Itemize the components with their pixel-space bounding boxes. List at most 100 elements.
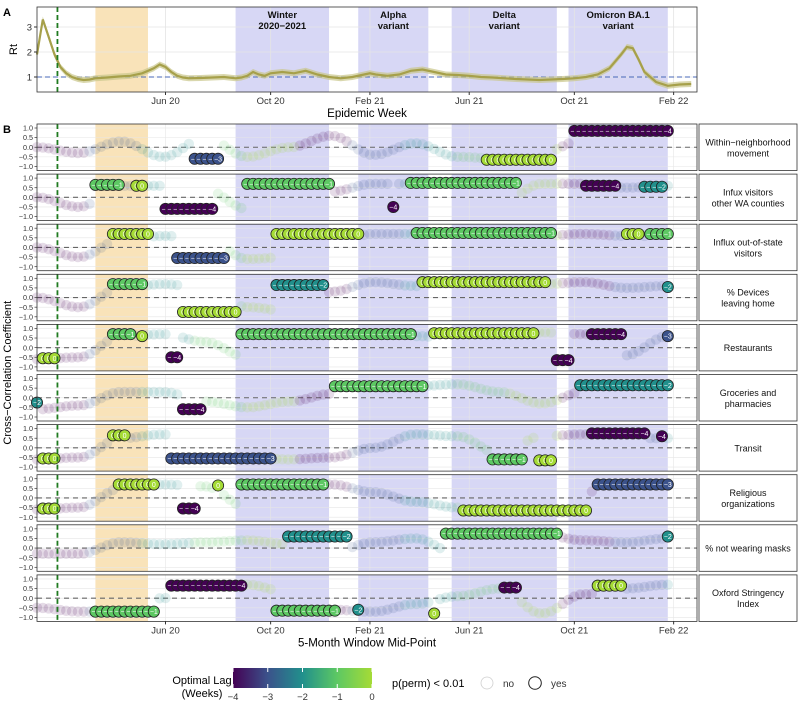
- lag-label: −1: [319, 482, 327, 489]
- lag-label: −1: [115, 182, 123, 189]
- nonsignificant-point: [446, 591, 457, 602]
- nonsignificant-point: [154, 151, 165, 162]
- nonsignificant-point: [306, 392, 317, 403]
- nonsignificant-point: [574, 535, 586, 546]
- nonsignificant-point: [399, 139, 411, 151]
- nonsignificant-point: [364, 277, 376, 288]
- nonsignificant-point: [592, 229, 603, 240]
- lag-legend-title: Optimal Lag (Weeks): [172, 675, 231, 700]
- metric-ytick-label: 1.0: [23, 124, 33, 133]
- colorbar-tick-label: −3: [262, 692, 273, 703]
- nonsignificant-point: [207, 396, 218, 408]
- lag-label: −4: [208, 207, 216, 214]
- nonsignificant-point: [101, 139, 113, 150]
- nonsignificant-point: [96, 141, 107, 152]
- nonsignificant-point: [253, 253, 265, 264]
- nonsignificant-point: [66, 147, 78, 158]
- nonsignificant-point: [516, 187, 527, 198]
- nonsignificant-point: [84, 146, 95, 157]
- nonsignificant-point: [224, 346, 235, 357]
- period-label-alpha-line: Alpha: [380, 10, 407, 21]
- period-label-omicron-line: Omicron BA.1: [586, 10, 650, 21]
- nonsignificant-point: [382, 178, 393, 190]
- nonsignificant-point: [136, 386, 148, 398]
- nonsignificant-point: [242, 151, 253, 163]
- nonsignificant-point: [37, 192, 49, 204]
- nonsignificant-point: [72, 606, 84, 617]
- nonsignificant-point: [347, 182, 358, 193]
- lag-label: 0: [584, 508, 588, 515]
- nonsignificant-point: [388, 144, 399, 155]
- nonsignificant-point: [557, 141, 568, 152]
- metric-name-line: Oxford Stringency: [712, 588, 785, 598]
- nonsignificant-point: [84, 398, 95, 409]
- nonsignificant-point: [393, 279, 405, 290]
- metric-name: Religious organizations: [721, 488, 775, 509]
- panel-b-ylabel: Cross−Correlation Coefficient: [2, 301, 14, 445]
- nonsignificant-point: [224, 494, 235, 505]
- nonsignificant-point: [557, 178, 568, 190]
- metric-name-line: leaving home: [721, 299, 775, 309]
- nonsignificant-point: [574, 276, 586, 288]
- nonsignificant-point: [469, 588, 481, 599]
- nonsignificant-point: [458, 590, 469, 602]
- nonsignificant-point: [253, 401, 265, 412]
- nonsignificant-point: [288, 454, 300, 465]
- significant-point: [194, 403, 207, 416]
- significant-point: [638, 427, 651, 440]
- nonsignificant-point: [364, 537, 376, 548]
- metric-ytick-label: −1.0: [19, 363, 33, 372]
- lag-label: 0: [53, 456, 57, 463]
- nonsignificant-point: [382, 439, 393, 450]
- nonsignificant-point: [417, 429, 428, 440]
- metric-ytick-label: −0.5: [19, 303, 33, 312]
- nonsignificant-point: [72, 548, 84, 560]
- nonsignificant-point: [61, 199, 72, 211]
- significant-point: [188, 502, 201, 515]
- nonsignificant-point: [282, 454, 294, 465]
- nonsignificant-point: [166, 538, 177, 550]
- metric-ytick-label: −1.0: [19, 413, 33, 422]
- significant-point: [655, 430, 668, 443]
- lag-label: 0: [140, 183, 144, 190]
- nonsignificant-point: [399, 228, 411, 240]
- nonsignificant-point: [125, 138, 136, 149]
- nonsignificant-point: [615, 537, 627, 548]
- nonsignificant-point: [154, 278, 165, 290]
- nonsignificant-point: [399, 533, 411, 545]
- metric-ytick-label: −1.0: [19, 513, 33, 522]
- lag-label: 0: [543, 280, 547, 287]
- nonsignificant-point: [72, 301, 84, 313]
- lag-label: −4: [512, 585, 520, 592]
- nonsignificant-point: [516, 393, 527, 404]
- significant-point: [539, 276, 552, 289]
- nonsignificant-point: [317, 131, 329, 142]
- nonsignificant-point: [545, 606, 557, 617]
- nonsignificant-point: [265, 304, 276, 315]
- perm-no-label: no: [503, 679, 515, 690]
- lag-label: −3: [267, 456, 275, 463]
- nonsignificant-point: [253, 580, 265, 592]
- metric-ytick-label: 0.0: [23, 393, 33, 402]
- nonsignificant-point: [574, 589, 586, 600]
- nonsignificant-point: [78, 351, 89, 362]
- metric-ytick-label: 0.5: [23, 484, 33, 493]
- nonsignificant-point: [411, 598, 422, 610]
- nonsignificant-point: [347, 281, 358, 293]
- nonsignificant-point: [84, 546, 95, 558]
- nonsignificant-point: [376, 178, 387, 190]
- lag-label: −2: [664, 285, 672, 292]
- nonsignificant-point: [37, 548, 49, 560]
- nonsignificant-point: [347, 140, 358, 151]
- metric-ytick-label: 0.0: [23, 193, 33, 202]
- nonsignificant-point: [388, 535, 399, 546]
- nonsignificant-point: [604, 536, 615, 547]
- metric-name-line: Groceries and: [720, 388, 777, 398]
- nonsignificant-point: [411, 533, 422, 544]
- nonsignificant-point: [569, 328, 580, 340]
- nonsignificant-point: [528, 180, 539, 191]
- nonsignificant-point: [148, 538, 160, 550]
- nonsignificant-point: [171, 479, 183, 491]
- lag-label: 0: [549, 157, 553, 164]
- nonsignificant-point: [242, 535, 253, 546]
